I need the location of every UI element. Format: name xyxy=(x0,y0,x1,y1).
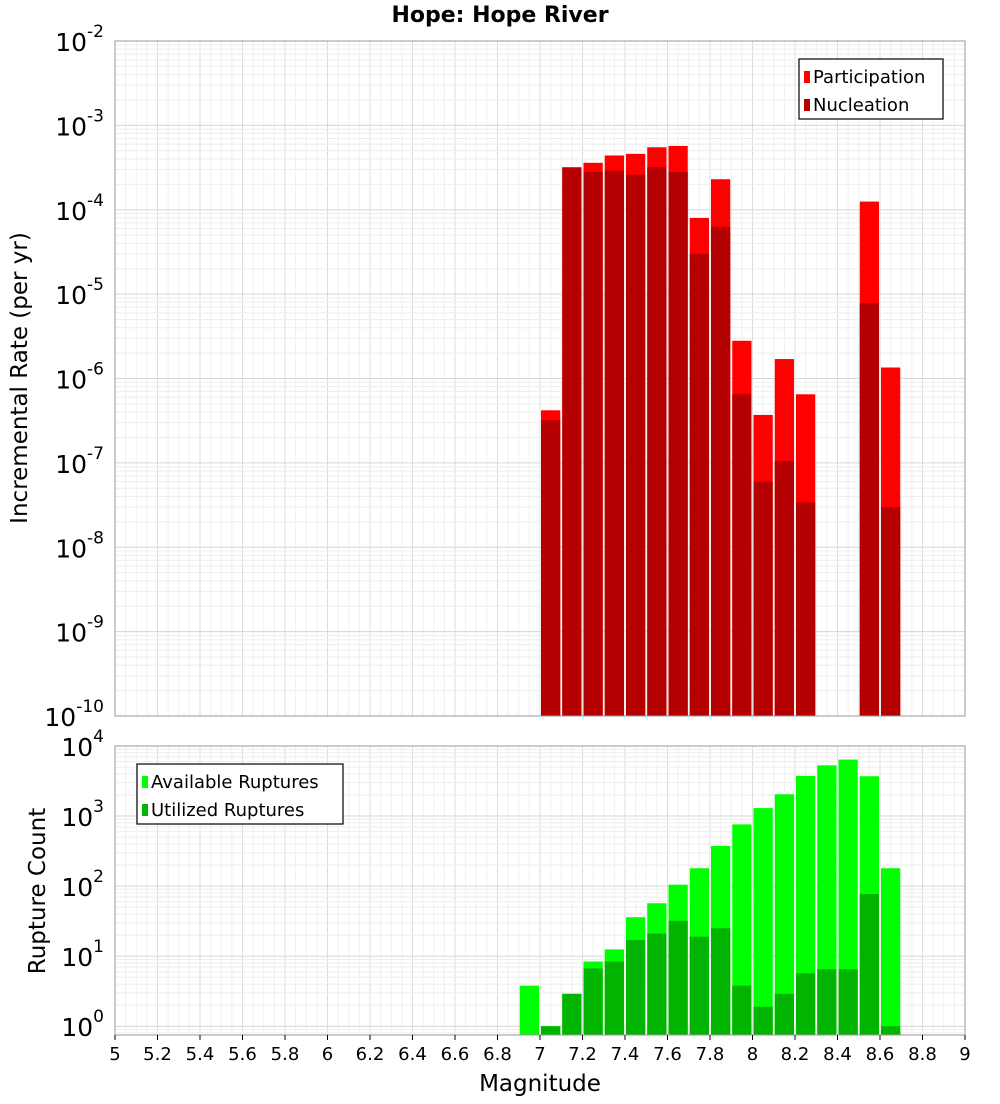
x-tick-label: 8.8 xyxy=(908,1044,937,1065)
x-tick-label: 7 xyxy=(534,1044,545,1065)
y-tick-label: 103 xyxy=(61,797,104,832)
legend-swatch xyxy=(142,804,148,816)
bar-nucleation-7.0 xyxy=(541,420,561,716)
y-tick-label: 10-10 xyxy=(44,697,104,732)
bar-nucleation-8.0 xyxy=(753,481,773,716)
y-tick-label: 102 xyxy=(61,867,104,902)
x-tick-label: 6.4 xyxy=(398,1044,427,1065)
bar-available-ruptures-6.9 xyxy=(519,985,539,1035)
bar-utilized-ruptures-7.5 xyxy=(647,933,667,1035)
bar-nucleation-8.6 xyxy=(881,506,901,716)
bar-available-ruptures-8.4 xyxy=(838,759,858,1035)
bar-utilized-ruptures-8.6 xyxy=(881,1026,901,1035)
bar-utilized-ruptures-7.7 xyxy=(689,936,709,1035)
x-tick-label: 9 xyxy=(959,1044,970,1065)
bar-nucleation-8.2 xyxy=(796,502,816,716)
bottom-plot-bars xyxy=(519,759,901,1035)
bar-available-ruptures-7.9 xyxy=(732,824,752,1035)
bar-available-ruptures-8.0 xyxy=(753,808,773,1035)
bottom-legend: Available Ruptures Utilized Ruptures xyxy=(136,763,344,825)
x-tick-label: 6.8 xyxy=(483,1044,512,1065)
bar-utilized-ruptures-7.9 xyxy=(732,985,752,1035)
bar-utilized-ruptures-7.1 xyxy=(562,993,582,1035)
x-tick-label: 6.6 xyxy=(441,1044,470,1065)
bar-nucleation-7.4 xyxy=(626,174,646,717)
legend-label: Utilized Ruptures xyxy=(151,800,304,821)
bar-nucleation-7.8 xyxy=(711,226,731,716)
bar-utilized-ruptures-8.4 xyxy=(838,969,858,1035)
legend-label: Participation xyxy=(813,67,925,88)
bar-nucleation-7.5 xyxy=(647,167,667,716)
y-tick-label: 101 xyxy=(61,937,104,972)
y-tick-label: 10-6 xyxy=(55,360,104,395)
top-plot-axis: 10-10 10-9 10-8 10-7 10-6 10-5 10-4 10-3 10-2 xyxy=(44,22,966,732)
legend-swatch xyxy=(804,71,810,83)
bar-nucleation-8.1 xyxy=(774,461,794,716)
bar-utilized-ruptures-7.4 xyxy=(626,940,646,1035)
x-tick-label: 7.8 xyxy=(696,1044,725,1065)
y-tick-label: 10-3 xyxy=(55,106,104,141)
x-axis-label: Magnitude xyxy=(479,1071,601,1097)
bar-utilized-ruptures-8.3 xyxy=(817,969,837,1035)
bar-nucleation-7.1 xyxy=(562,168,582,717)
chart-title: Hope: Hope River xyxy=(391,3,608,28)
x-tick-label: 7.6 xyxy=(653,1044,682,1065)
top-plot-bars xyxy=(541,145,901,717)
x-tick-label: 7.4 xyxy=(611,1044,640,1065)
bar-available-ruptures-8.1 xyxy=(774,794,794,1035)
bar-utilized-ruptures-7.3 xyxy=(604,961,624,1035)
bar-utilized-ruptures-8.2 xyxy=(796,973,816,1035)
top-y-axis-label: Incremental Rate (per yr) xyxy=(7,232,33,524)
x-tick-label: 8 xyxy=(747,1044,758,1065)
x-tick-label: 6.2 xyxy=(356,1044,385,1065)
bar-utilized-ruptures-7.2 xyxy=(583,968,603,1035)
legend-label: Available Ruptures xyxy=(151,772,319,793)
legend-swatch xyxy=(804,99,810,111)
top-plot-frame xyxy=(114,40,966,717)
bar-nucleation-7.9 xyxy=(732,394,752,716)
bar-utilized-ruptures-8.0 xyxy=(753,1006,773,1035)
x-tick-label: 5.2 xyxy=(143,1044,172,1065)
bar-nucleation-7.7 xyxy=(689,253,709,716)
y-tick-label: 100 xyxy=(61,1007,104,1042)
x-tick-label: 5.6 xyxy=(228,1044,257,1065)
bar-utilized-ruptures-8.1 xyxy=(774,993,794,1035)
x-tick-label: 5.4 xyxy=(186,1044,215,1065)
y-tick-label: 10-2 xyxy=(55,22,104,57)
y-tick-label: 104 xyxy=(61,727,104,762)
y-tick-label: 10-8 xyxy=(55,528,104,563)
bar-available-ruptures-8.6 xyxy=(881,868,901,1035)
x-tick-label: 8.4 xyxy=(823,1044,852,1065)
bar-nucleation-8.5 xyxy=(859,303,879,716)
bar-available-ruptures-8.3 xyxy=(817,765,837,1035)
bar-available-ruptures-8.2 xyxy=(796,775,816,1035)
legend-swatch xyxy=(142,776,148,788)
bar-utilized-ruptures-7.8 xyxy=(711,928,731,1035)
bar-utilized-ruptures-7.6 xyxy=(668,920,688,1035)
legend-label: Nucleation xyxy=(813,95,909,116)
x-tick-label: 7.2 xyxy=(568,1044,597,1065)
bar-utilized-ruptures-7.0 xyxy=(541,1026,561,1035)
bar-nucleation-7.6 xyxy=(668,172,688,716)
y-tick-label: 10-7 xyxy=(55,444,104,479)
x-tick-label: 6 xyxy=(322,1044,333,1065)
top-plot-grid xyxy=(114,40,966,717)
bottom-plot-axis: 100 101 102 103 104 5 5.2 5.4 5.6 5.8 6 6.2 6.4 6.6 6.… xyxy=(61,727,970,1065)
bar-nucleation-7.3 xyxy=(604,170,624,717)
bar-utilized-ruptures-8.5 xyxy=(859,894,879,1035)
bottom-y-axis-label: Rupture Count xyxy=(25,808,51,974)
x-tick-label: 5.8 xyxy=(271,1044,300,1065)
x-tick-label: 8.2 xyxy=(781,1044,810,1065)
bar-nucleation-7.2 xyxy=(583,172,603,716)
y-tick-label: 10-5 xyxy=(55,275,104,310)
x-tick-label: 8.6 xyxy=(866,1044,895,1065)
legend-box xyxy=(136,763,344,825)
legend-box xyxy=(798,58,944,120)
y-tick-label: 10-4 xyxy=(55,191,104,226)
top-legend: Participation Nucleation xyxy=(798,58,944,120)
x-tick-label: 5 xyxy=(109,1044,120,1065)
y-tick-label: 10-9 xyxy=(55,613,104,648)
